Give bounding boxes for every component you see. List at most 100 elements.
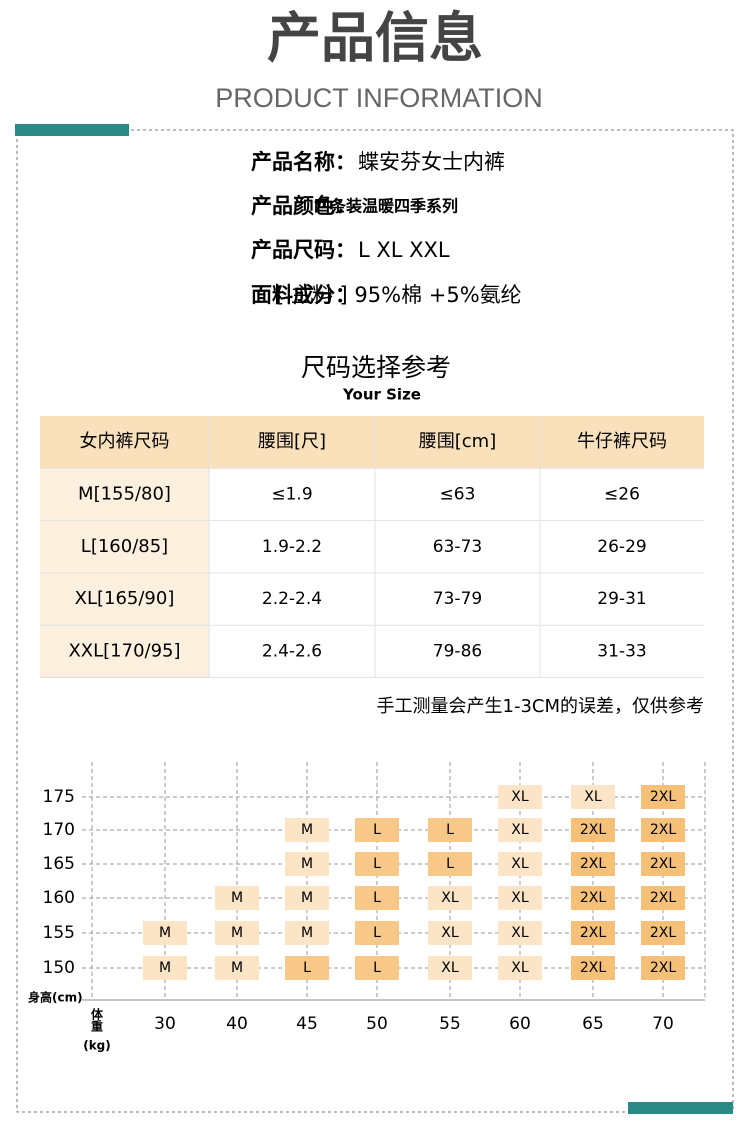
table-cell: 2.2-2.4 <box>262 589 322 609</box>
size-cell <box>428 956 472 980</box>
weight-label: 45 <box>296 1014 318 1034</box>
table-cell: 63-73 <box>433 537 482 557</box>
size-cell-label: 2XL <box>650 856 676 872</box>
size-cell <box>355 886 399 910</box>
size-cell-label: XL <box>511 822 529 838</box>
size-cell-label: L <box>373 960 381 976</box>
size-cell-label: M <box>301 822 313 838</box>
size-cell-label: XL <box>511 960 529 976</box>
height-label: 175 <box>43 787 75 807</box>
table-header-cell: 牛仔裤尺码 <box>577 431 667 452</box>
accent-bar <box>15 124 129 136</box>
size-cell-label: M <box>301 925 313 941</box>
size-cell <box>641 852 685 876</box>
table-cell: 73-79 <box>433 589 482 609</box>
info-value: 四条装温暖四季系列 <box>314 197 458 216</box>
title: 产品信息 <box>267 7 483 70</box>
size-cell <box>571 785 615 809</box>
info-label: 产品尺码： <box>251 238 356 262</box>
size-cell-label: M <box>159 925 171 941</box>
frame <box>16 129 734 1113</box>
size-cell-label: M <box>159 960 171 976</box>
table-cell: 31-33 <box>597 641 646 661</box>
size-cell-label: XL <box>511 890 529 906</box>
size-cell-label: 2XL <box>580 822 606 838</box>
size-cell <box>641 956 685 980</box>
size-cell <box>498 852 542 876</box>
size-cell-label: L <box>373 822 381 838</box>
size-cell <box>498 921 542 945</box>
size-cell-label: 2XL <box>650 925 676 941</box>
table-cell: ≤1.9 <box>271 484 312 504</box>
size-cell-label: XL <box>441 925 459 941</box>
table-cell: XXL[170/95] <box>68 640 180 661</box>
height-label: 155 <box>43 923 75 943</box>
size-cell-label: 2XL <box>580 960 606 976</box>
size-cell-label: 2XL <box>650 890 676 906</box>
size-cell <box>641 886 685 910</box>
info-label: 产品名称： <box>251 150 356 174</box>
size-cell <box>215 956 259 980</box>
size-cell <box>428 818 472 842</box>
size-cell-label: XL <box>584 789 602 805</box>
weight-label: 70 <box>652 1014 674 1034</box>
info-value: L XL XXL <box>358 238 450 262</box>
size-cell-label: XL <box>511 789 529 805</box>
size-cell <box>571 818 615 842</box>
weight-label: 40 <box>226 1014 248 1034</box>
x-axis-unit: (kg) <box>83 1039 111 1053</box>
table-header-cell: 女内裤尺码 <box>80 431 170 452</box>
info-value: 蝶安芬女士内裤 <box>358 150 505 174</box>
size-cell <box>498 818 542 842</box>
height-label: 160 <box>43 888 75 908</box>
size-cell <box>571 886 615 910</box>
size-subtitle: Your Size <box>342 386 421 404</box>
size-cell <box>143 956 187 980</box>
size-cell <box>498 886 542 910</box>
size-cell-label: L <box>373 890 381 906</box>
size-cell-label: 2XL <box>650 789 676 805</box>
table-cell: 2.4-2.6 <box>262 641 322 661</box>
table-cell: XL[165/90] <box>75 588 175 609</box>
size-cell <box>571 921 615 945</box>
table-cell: ≤63 <box>440 484 476 504</box>
size-cell-label: 2XL <box>580 925 606 941</box>
size-cell <box>355 852 399 876</box>
size-cell-label: XL <box>441 890 459 906</box>
table-cell: L[160/85] <box>81 536 168 557</box>
table-cell: 79-86 <box>433 641 482 661</box>
table-cell: M[155/80] <box>78 483 171 504</box>
size-cell-label: M <box>301 856 313 872</box>
size-cell <box>355 818 399 842</box>
table-cell: ≤26 <box>604 484 640 504</box>
size-cell-label: L <box>373 856 381 872</box>
size-cell <box>285 921 329 945</box>
size-cell-label: M <box>301 890 313 906</box>
weight-label: 30 <box>154 1014 176 1034</box>
size-cell-label: 2XL <box>580 890 606 906</box>
height-label: 165 <box>43 854 75 874</box>
size-cell <box>428 886 472 910</box>
size-cell <box>571 956 615 980</box>
table-cell: 1.9-2.2 <box>262 537 322 557</box>
size-cell <box>428 921 472 945</box>
size-cell <box>285 886 329 910</box>
size-cell-label: 2XL <box>580 856 606 872</box>
size-cell <box>641 921 685 945</box>
size-cell <box>355 921 399 945</box>
info-label: 面料成分： <box>251 283 356 307</box>
table-header-bg <box>40 416 704 469</box>
size-cell-label: 2XL <box>650 960 676 976</box>
table-cell: 26-29 <box>597 537 646 557</box>
weight-label: 60 <box>509 1014 531 1034</box>
size-cell-label: L <box>303 960 311 976</box>
size-cell-label: L <box>446 822 454 838</box>
size-cell <box>355 956 399 980</box>
size-cell <box>571 852 615 876</box>
size-cell <box>498 785 542 809</box>
size-cell-label: 2XL <box>650 822 676 838</box>
size-cell-label: M <box>231 960 243 976</box>
size-cell-label: XL <box>511 856 529 872</box>
weight-label: 50 <box>366 1014 388 1034</box>
